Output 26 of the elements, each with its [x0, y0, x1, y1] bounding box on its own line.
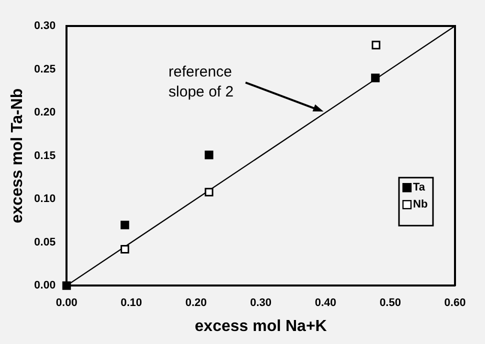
y-tick-label: 0.10 — [34, 193, 56, 206]
annotation: reference slope of 2 — [168, 64, 234, 101]
point — [371, 74, 380, 82]
x-tick-label: 0.40 — [314, 297, 336, 310]
y-tick-label: 0.30 — [34, 20, 56, 32]
point — [120, 220, 130, 230]
point — [372, 40, 380, 50]
y-tick-label: 0.15 — [34, 150, 56, 162]
x-tick-label: 0.60 — [444, 297, 466, 310]
point — [62, 281, 71, 290]
x-tick-label: 0.10 — [120, 297, 142, 310]
y-tick-label: 0.00 — [34, 280, 56, 292]
y-tick-label: 0.05 — [34, 236, 56, 248]
x-tick-label: 0.20 — [185, 297, 207, 310]
x-tick-label: 0.50 — [380, 297, 401, 310]
point — [204, 188, 214, 196]
x-tick-label: 0.00 — [56, 297, 78, 310]
x-tick-label: 0.30 — [250, 297, 272, 310]
y-tick-label: 0.25 — [34, 63, 56, 76]
point — [120, 244, 130, 254]
x-axis-title: excess mol Na+K — [194, 318, 328, 335]
y-tick-label: 0.20 — [34, 106, 56, 119]
legend-label: Ta — [413, 182, 426, 194]
legend-label: Nb — [413, 198, 428, 211]
point — [204, 150, 214, 160]
y-axis-title: excess mol Ta-Nb — [9, 88, 26, 224]
